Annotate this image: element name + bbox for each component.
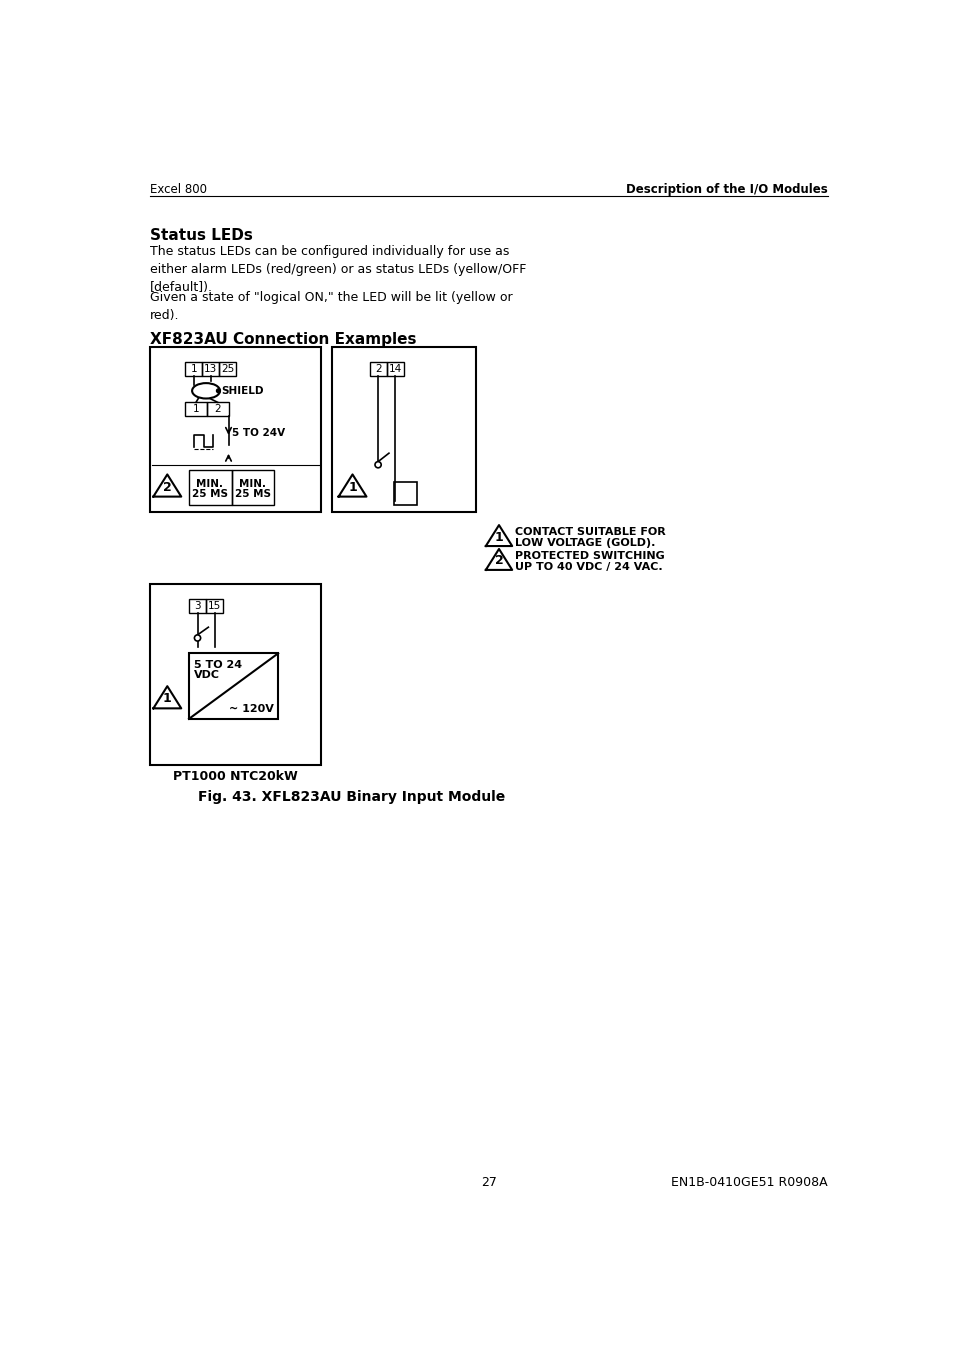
Text: Status LEDs: Status LEDs	[150, 227, 253, 243]
Text: Given a state of "logical ON," the LED will be lit (yellow or
red).: Given a state of "logical ON," the LED w…	[150, 292, 513, 323]
Text: 2: 2	[163, 481, 172, 493]
Text: The status LEDs can be configured individually for use as
either alarm LEDs (red: The status LEDs can be configured indivi…	[150, 246, 526, 295]
Text: ~ 120V: ~ 120V	[229, 704, 274, 715]
Text: 1: 1	[348, 481, 356, 493]
Bar	[369, 362, 386, 376]
Bar	[185, 403, 207, 416]
Text: MIN.: MIN.	[196, 480, 223, 489]
Bar	[394, 482, 416, 505]
Circle shape	[216, 389, 220, 393]
Bar	[189, 654, 278, 719]
Text: 3: 3	[194, 601, 201, 611]
Text: EN1B-0410GE51 R0908A: EN1B-0410GE51 R0908A	[670, 1175, 827, 1189]
Text: PROTECTED SWITCHING: PROTECTED SWITCHING	[515, 551, 664, 561]
Circle shape	[194, 635, 200, 642]
Text: 5 TO 24V: 5 TO 24V	[233, 428, 285, 438]
Text: 25 MS: 25 MS	[192, 489, 228, 500]
Text: 14: 14	[388, 365, 401, 374]
Bar	[202, 362, 219, 376]
Text: 1: 1	[494, 531, 503, 543]
Bar	[185, 362, 202, 376]
Polygon shape	[153, 474, 181, 497]
Text: Excel 800: Excel 800	[150, 182, 207, 196]
Text: 1: 1	[163, 692, 172, 705]
Text: VDC: VDC	[193, 670, 219, 681]
Text: Description of the I/O Modules: Description of the I/O Modules	[625, 182, 827, 196]
Text: 2: 2	[494, 554, 503, 567]
Polygon shape	[485, 526, 512, 546]
Bar	[150, 347, 320, 512]
Text: 5 TO 24: 5 TO 24	[193, 659, 241, 670]
Text: 2: 2	[214, 404, 221, 415]
Bar	[232, 470, 274, 505]
Text: SHIELD: SHIELD	[221, 386, 264, 396]
Bar	[386, 362, 403, 376]
Bar	[219, 362, 236, 376]
Polygon shape	[338, 474, 366, 497]
Text: 2: 2	[375, 365, 381, 374]
Polygon shape	[153, 686, 181, 708]
Text: MIN.: MIN.	[239, 480, 266, 489]
Text: LOW VOLTAGE (GOLD).: LOW VOLTAGE (GOLD).	[515, 538, 655, 549]
Bar	[189, 598, 206, 612]
Circle shape	[375, 462, 381, 467]
Text: 25: 25	[221, 365, 234, 374]
Text: UP TO 40 VDC / 24 VAC.: UP TO 40 VDC / 24 VAC.	[515, 562, 662, 571]
Ellipse shape	[192, 384, 220, 399]
Bar	[332, 347, 476, 512]
Text: 25 MS: 25 MS	[234, 489, 271, 500]
Text: 27: 27	[480, 1175, 497, 1189]
Polygon shape	[485, 549, 512, 570]
Text: 13: 13	[204, 365, 217, 374]
Text: CONTACT SUITABLE FOR: CONTACT SUITABLE FOR	[515, 527, 665, 538]
Bar	[207, 403, 229, 416]
Text: Fig. 43. XFL823AU Binary Input Module: Fig. 43. XFL823AU Binary Input Module	[198, 790, 505, 804]
Text: 1: 1	[193, 404, 199, 415]
Bar	[189, 470, 232, 505]
Text: 1: 1	[191, 365, 196, 374]
Text: 15: 15	[208, 601, 221, 611]
Bar	[150, 584, 320, 765]
Text: PT1000 NTC20kW: PT1000 NTC20kW	[172, 770, 297, 782]
Text: XF823AU Connection Examples: XF823AU Connection Examples	[150, 331, 416, 346]
Bar	[206, 598, 223, 612]
